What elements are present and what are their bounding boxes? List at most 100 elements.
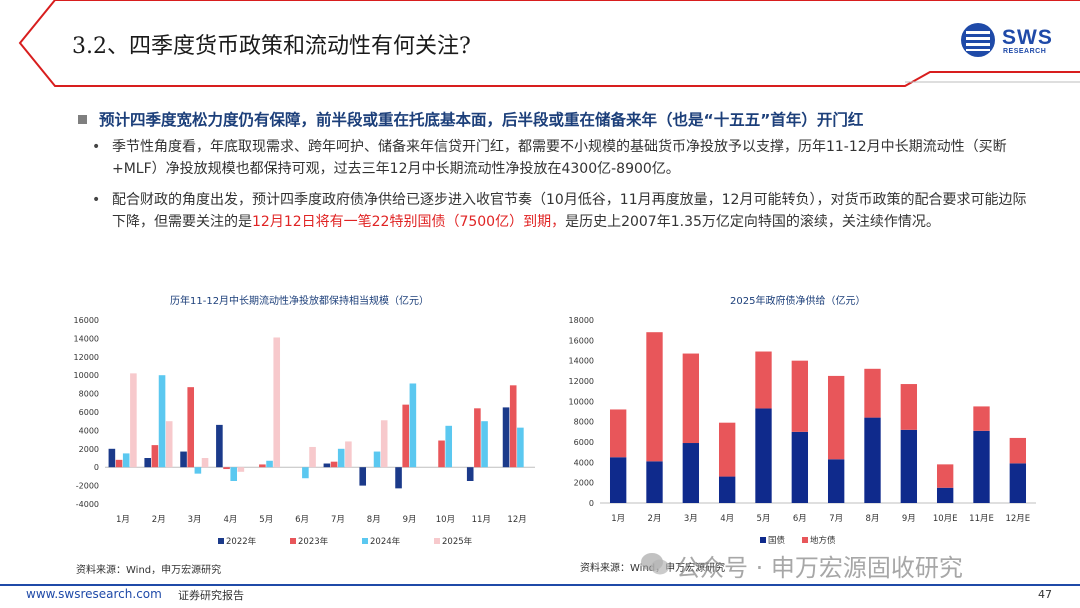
legend-label: 2023年 (298, 536, 329, 547)
bar-地方债 (1009, 437, 1027, 464)
bar-2023年 (115, 459, 123, 468)
bar-地方债 (936, 464, 954, 488)
bar-2022年 (180, 451, 187, 468)
y-tick-label: 18000 (569, 316, 594, 325)
bar-2024年 (337, 448, 345, 468)
x-tick-label: 1月 (611, 514, 625, 524)
chart-1-source: 资料来源：Wind，申万宏源研究 (76, 565, 222, 576)
bar-地方债 (682, 353, 700, 444)
bar-国债 (791, 431, 809, 503)
legend-label: 2025年 (442, 536, 473, 547)
y-tick-label: 16000 (74, 316, 99, 325)
bar-2025年 (273, 337, 281, 468)
y-tick-label: 4000 (574, 458, 594, 467)
y-tick-label: -4000 (76, 500, 99, 509)
bar-国债 (936, 487, 954, 503)
chart-1: -4000 -2000 0 2000 4000 6000 8000 10000 12000 140… (74, 316, 535, 547)
bar-2024年 (122, 453, 130, 468)
y-tick-label: 0 (94, 463, 99, 472)
bar-国债 (973, 430, 990, 503)
legend-swatch (362, 538, 368, 544)
bar-地方债 (609, 409, 627, 458)
header-shape (18, 0, 1080, 87)
x-tick-label: 9月 (902, 514, 916, 524)
legend-swatch (760, 537, 766, 543)
bar-2022年 (216, 424, 223, 468)
bar-2025年 (165, 421, 173, 468)
x-tick-label: 2月 (648, 514, 662, 524)
x-tick-label: 11月 (472, 515, 491, 525)
bar-国债 (755, 408, 772, 503)
x-tick-label: 10月 (436, 515, 455, 525)
legend-swatch (290, 538, 296, 544)
bar-2022年 (466, 467, 474, 481)
x-tick-label: 4月 (720, 514, 734, 524)
bar-2022年 (323, 463, 331, 468)
legend-label: 2024年 (370, 536, 401, 547)
x-tick-label: 8月 (367, 515, 381, 525)
bullet-1-text: 季节性角度看，年底取现需求、跨年呵护、储备来年信贷开门红，都需要不小规模的基础货… (112, 139, 1007, 177)
watermark-text: 公众号 · 申万宏源固收研究 (676, 554, 963, 582)
legend-label: 地方债 (810, 535, 836, 546)
bar-2023年 (330, 461, 338, 468)
chart-1-title: 历年11-12月中长期流动性净投放都保持相当规模（亿元） (170, 296, 430, 307)
x-tick-label: 7月 (331, 515, 345, 525)
sws-logo-icon (961, 23, 995, 57)
y-tick-label: 16000 (569, 336, 594, 345)
bar-2024年 (517, 427, 524, 468)
bar-2025年 (201, 458, 209, 468)
bar-2024年 (302, 467, 309, 479)
footer-url[interactable]: www.swsresearch.com (26, 587, 162, 601)
bar-国债 (1009, 463, 1027, 503)
bar-2022年 (144, 458, 152, 468)
bar-2025年 (237, 467, 245, 472)
y-tick-label: 8000 (574, 418, 594, 427)
bar-2024年 (373, 451, 381, 468)
bar-2023年 (474, 408, 481, 468)
bar-地方债 (791, 360, 809, 432)
y-tick-label: 4000 (79, 426, 99, 435)
bar-2022年 (359, 467, 367, 486)
bar-国债 (609, 457, 627, 503)
bar-2025年 (309, 446, 316, 468)
bar-2025年 (345, 441, 352, 468)
y-tick-label: 6000 (574, 438, 594, 447)
bar-地方债 (718, 422, 736, 477)
x-tick-label: 12月 (507, 515, 526, 525)
x-tick-label: 5月 (259, 515, 273, 525)
y-tick-label: 14000 (74, 334, 99, 343)
wechat-icon (641, 553, 669, 575)
bar-2024年 (481, 421, 488, 468)
bar-2023年 (402, 404, 410, 468)
bar-2024年 (266, 460, 273, 468)
bar-2022年 (108, 448, 116, 468)
bar-国债 (827, 459, 845, 503)
bar-2024年 (158, 375, 166, 468)
bar-国债 (900, 429, 918, 503)
y-tick-label: 8000 (79, 390, 99, 399)
x-tick-label: 6月 (295, 515, 309, 525)
footer-divider (0, 584, 1080, 586)
x-tick-label: 1月 (116, 515, 130, 525)
bullet-2-highlight: 12月12日将有一笔22特别国债（7500亿）到期， (252, 214, 566, 230)
main-point-text: 预计四季度宽松力度仍有保障，前半段或重在托底基本面，后半段或重在储备来年（也是“… (99, 111, 864, 129)
main-point: 预计四季度宽松力度仍有保障，前半段或重在托底基本面，后半段或重在储备来年（也是“… (78, 108, 1068, 130)
bar-国债 (864, 417, 881, 503)
logo-text: SWS (1002, 26, 1053, 49)
bullet-dot-icon: • (92, 192, 101, 208)
y-tick-label: 12000 (74, 353, 99, 362)
legend-label: 国债 (768, 535, 786, 546)
legend-swatch (434, 538, 440, 544)
page-title: 3.2、四季度货币政策和流动性有何关注? (72, 34, 471, 59)
logo-subtext: RESEARCH (1003, 48, 1047, 55)
x-tick-label: 6月 (793, 514, 807, 524)
page-number: 47 (1038, 588, 1052, 601)
x-tick-label: 12月E (1005, 514, 1030, 524)
bar-2023年 (259, 464, 266, 468)
bullet-item-1: • 季节性角度看，年底取现需求、跨年呵护、储备来年信贷开门红，都需要不小规模的基… (92, 136, 1032, 180)
y-tick-label: 6000 (79, 408, 99, 417)
bar-地方债 (755, 351, 772, 409)
bar-2024年 (409, 383, 417, 468)
bar-2023年 (151, 445, 159, 468)
y-tick-label: 10000 (569, 397, 594, 406)
